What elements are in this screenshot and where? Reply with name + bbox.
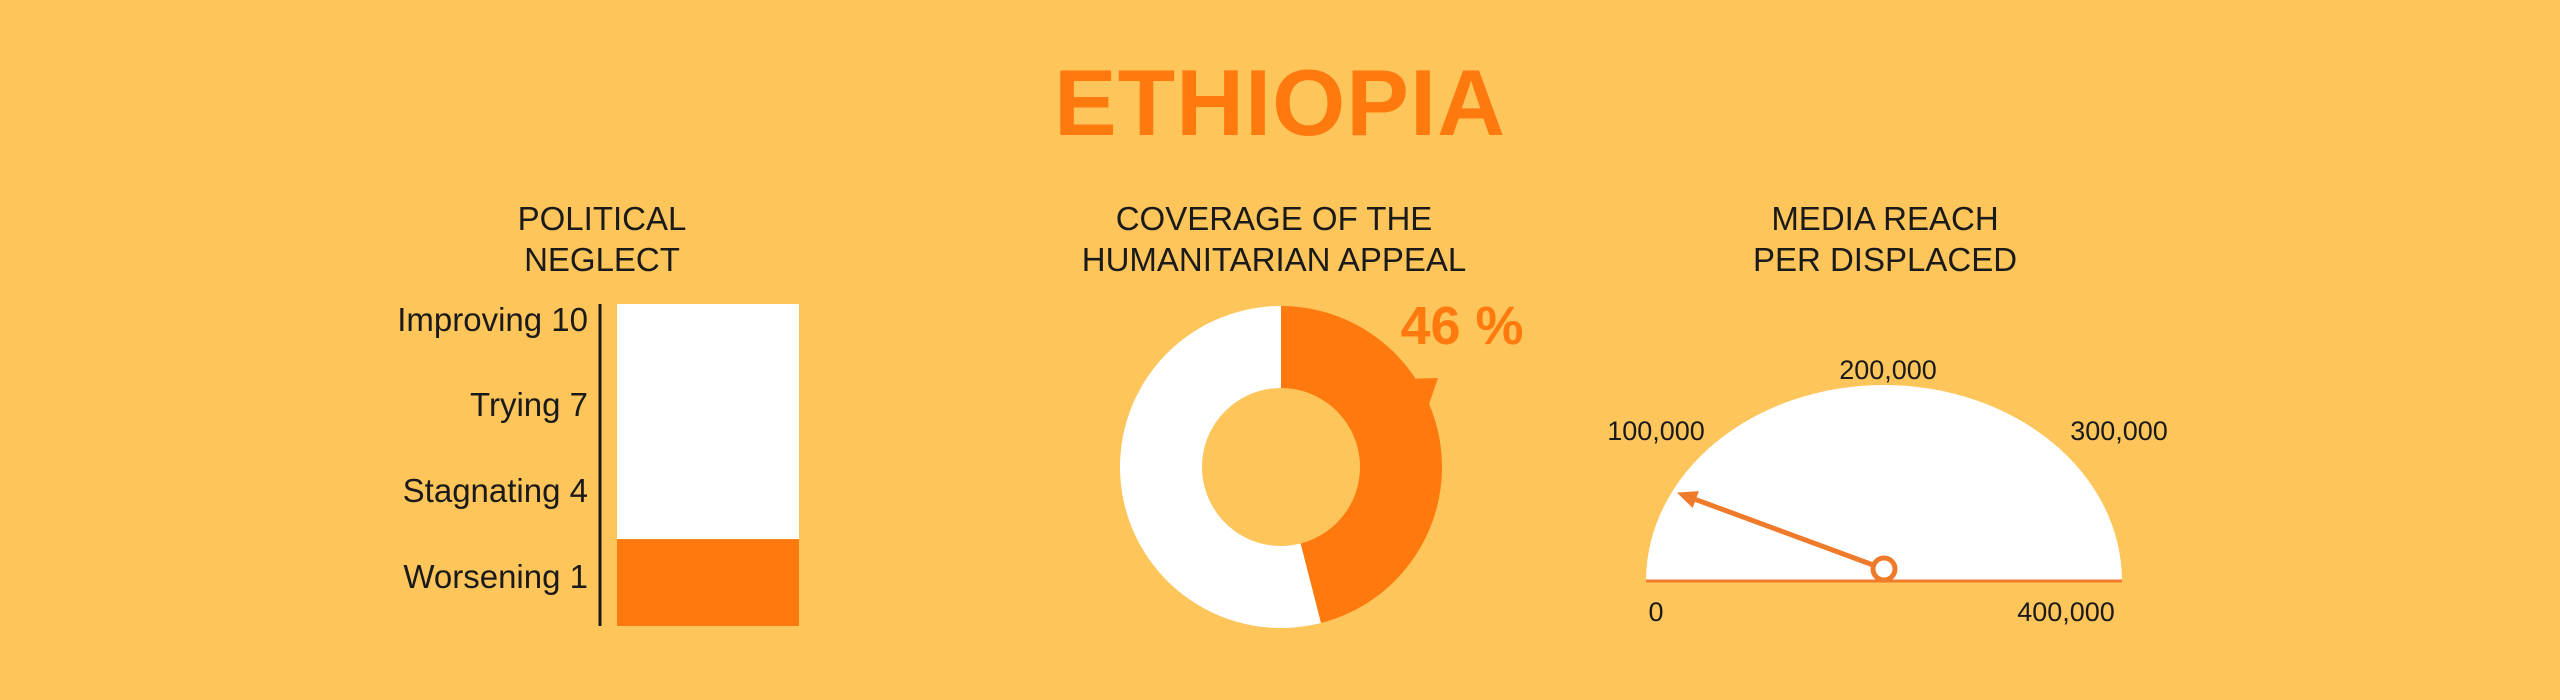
neglect-level-label-improving: Improving 10 [397,301,588,338]
neglect-level-label-trying: Trying 7 [470,386,588,423]
political-neglect-title-line1: POLITICAL [517,200,687,237]
gauge-tick-label-100000: 100,000 [1607,416,1705,446]
coverage-value-label: 46 % [1400,296,1523,356]
political-neglect-chart: Improving 10 Trying 7 Stagnating 4 Worse… [397,301,799,626]
gauge-needle-head [1677,491,1699,508]
page-title: ETHIOPIA [1054,50,1506,155]
political-neglect-title-line2: NEGLECT [524,241,680,278]
gauge-tick-label-300000: 300,000 [2070,416,2168,446]
gauge-tick-label-0: 0 [1648,597,1663,627]
political-neglect-title: POLITICAL NEGLECT [342,198,862,280]
gauge-tick-label-200000: 200,000 [1839,355,1937,385]
media-reach-chart: 0 100,000 200,000 300,000 400,000 [1607,355,2168,627]
gauge-pivot [1870,555,1898,583]
gauge-needle [1694,497,1885,572]
percent-callout-pointer [1372,378,1438,430]
gauge-dial [1646,385,2122,581]
neglect-level-label-stagnating: Stagnating 4 [403,472,588,509]
appeal-coverage-title-line2: HUMANITARIAN APPEAL [1081,241,1467,278]
media-reach-title-line1: MEDIA REACH [1771,200,1999,237]
neglect-level-label-worsening: Worsening 1 [403,558,588,595]
neglect-bar-fill [617,539,799,626]
appeal-coverage-title: COVERAGE OF THE HUMANITARIAN APPEAL [1014,198,1534,280]
media-reach-title-line2: PER DISPLACED [1752,241,2018,278]
appeal-coverage-title-line1: COVERAGE OF THE [1115,200,1433,237]
appeal-coverage-chart: 46 % [1120,296,1524,629]
gauge-tick-label-400000: 400,000 [2017,597,2115,627]
donut-slice-uncovered [1120,306,1322,629]
media-reach-title: MEDIA REACH PER DISPLACED [1625,198,2145,280]
